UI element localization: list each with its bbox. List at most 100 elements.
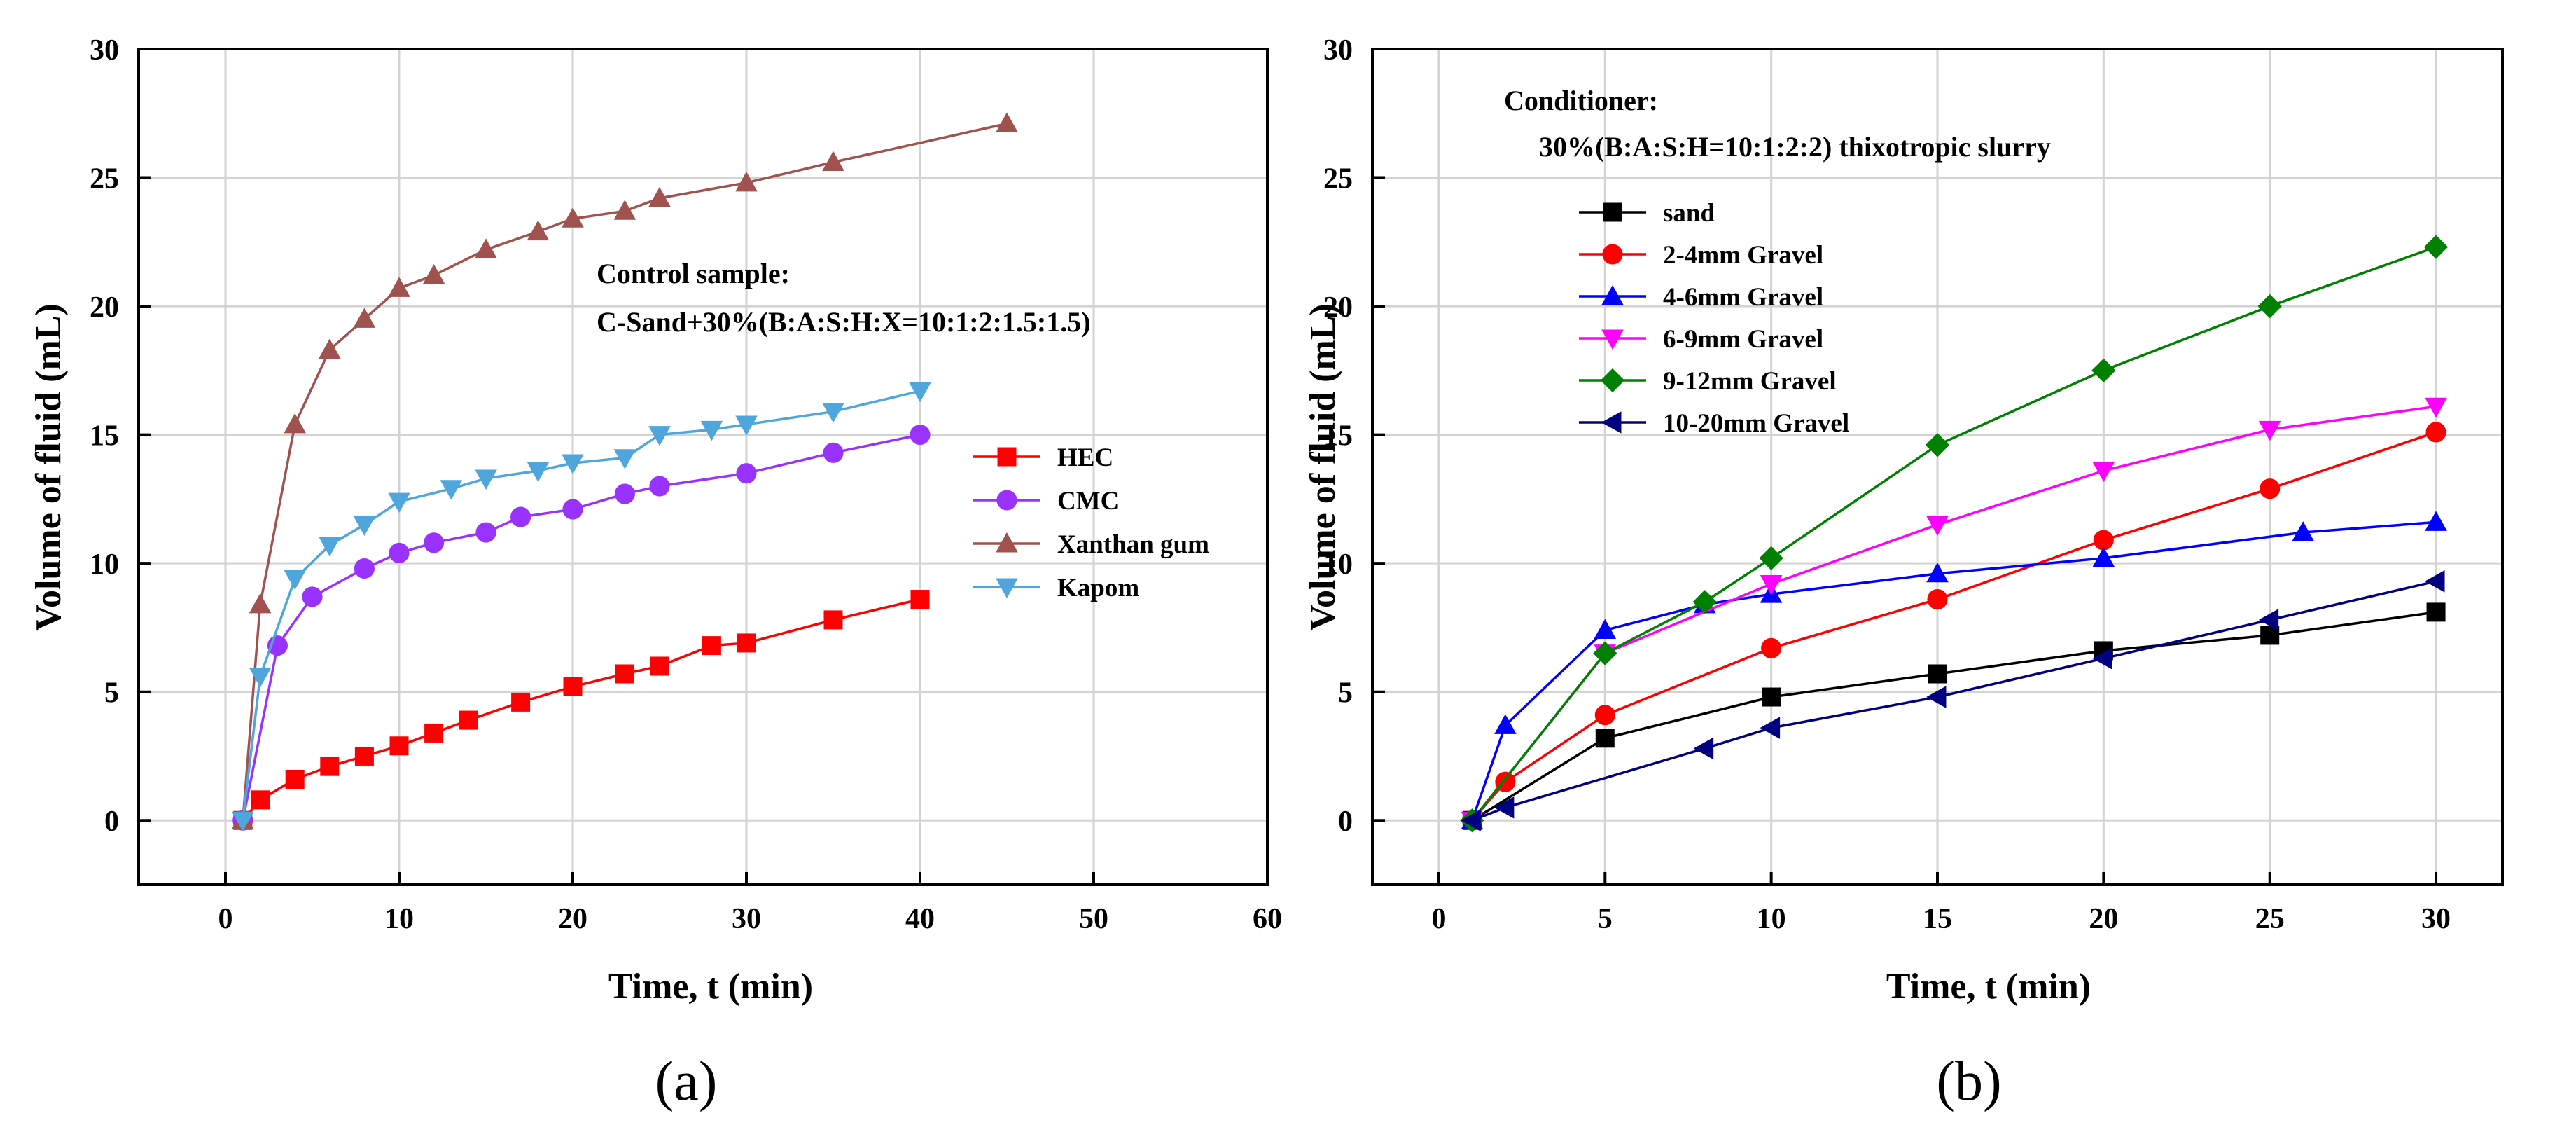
data-point [354,558,375,579]
y-tick-label: 0 [104,806,119,838]
panel-a: 0 10 20 30 40 50 60 0 5 10 15 20 25 30 Time, t (min) Vo… [29,34,1282,1112]
series-line [1471,246,2437,822]
data-point [2425,570,2445,593]
data-point [440,480,463,500]
data-point [1926,516,1949,537]
data-point [424,532,445,553]
legend-label: CMC [1057,487,1119,516]
series-hec [233,590,930,830]
data-point [563,677,583,696]
data-point [615,664,634,684]
data-point [1760,575,1783,595]
data-point [459,710,478,730]
data-point [735,415,758,436]
data-point [700,420,723,441]
annotation-line: Conditioner: [1504,85,1658,116]
series-line [1471,611,2437,822]
data-point [909,382,931,403]
series-kapom [232,382,931,832]
data-point [1926,562,1949,583]
y-tick-label: 5 [104,677,119,710]
data-point [353,516,376,537]
data-point [702,636,721,656]
data-point [422,264,445,284]
data-point [910,590,930,609]
plot-frame [137,48,1269,886]
y-tick-label: 15 [90,420,119,453]
data-point [2425,422,2446,443]
data-point [822,403,844,423]
y-tick-label: 20 [90,291,119,324]
legend-label: Kapom [1057,574,1139,602]
panel-b: 0 5 10 15 20 25 30 0 5 10 15 20 25 30 Time, t (min) Vol… [1303,34,2504,1112]
panel-label: (a) [655,1051,718,1112]
x-tick-label: 60 [1253,903,1282,935]
data-point [735,171,758,192]
data-point [475,522,496,543]
data-point [2258,420,2281,441]
data-point [2091,358,2116,382]
data-point [2425,511,2447,531]
data-point [2426,602,2446,622]
data-point [2092,546,2115,567]
data-point [527,220,550,241]
data-point [1762,687,1781,707]
x-tick-label: 30 [732,903,761,935]
data-point [511,692,531,712]
data-point [389,542,410,564]
legend-marker [1601,329,1624,350]
x-tick-label: 10 [384,903,414,935]
series-9-12mm-gravel [1460,235,2449,833]
data-point [649,476,670,497]
data-point [1494,714,1517,734]
legend-marker [1600,368,1625,393]
data-point [737,633,756,653]
data-point [388,277,410,297]
x-tick-label: 0 [1431,903,1446,935]
legend-label: 4-6mm Gravel [1663,283,1823,312]
x-tick-label: 0 [218,903,233,935]
series-line [242,122,1008,821]
data-point [2257,294,2282,319]
series-10-20mm-gravel [1461,570,2445,832]
data-point [475,238,497,258]
x-tick-label: 20 [558,903,587,935]
data-point [823,442,844,463]
data-point [1928,664,1947,684]
data-point [648,186,671,207]
series-2-4mm-gravel [1461,422,2446,831]
y-tick-label: 10 [1323,548,1353,581]
data-point [2092,647,2112,670]
data-point [320,757,340,776]
data-point [736,463,757,484]
data-point [1759,546,1783,570]
data-point [389,736,409,756]
data-point [823,610,843,630]
y-tick-label: 5 [1338,677,1353,710]
data-point [1760,717,1781,739]
data-point [1925,433,1950,457]
legend-marker [996,532,1018,553]
data-point [2423,235,2449,259]
legend-marker [996,578,1018,598]
annotation-line: C-Sand+30%(B:A:S:H:X=10:1:2:1.5:1.5) [597,306,1091,338]
legend-label: 9-12mm Gravel [1663,367,1837,396]
data-point [1927,589,1948,610]
x-tick-label: 10 [1757,903,1786,935]
legend-marker [1601,285,1624,305]
y-tick-label: 20 [1323,291,1353,324]
legend-label: Xanthan gum [1057,530,1209,559]
data-point [562,454,584,474]
data-point [910,425,931,446]
series-xanthan-gum [232,112,1018,829]
legend-label: HEC [1057,443,1113,472]
data-point [1594,705,1615,726]
data-point [284,413,306,434]
data-point [510,506,531,527]
data-point [388,492,410,513]
x-tick-label: 40 [905,903,935,935]
data-point [1693,737,1714,760]
data-point [1494,796,1515,819]
y-axis-label: Volume of fluid (mL) [29,303,69,631]
y-tick-label: 25 [1323,163,1353,195]
